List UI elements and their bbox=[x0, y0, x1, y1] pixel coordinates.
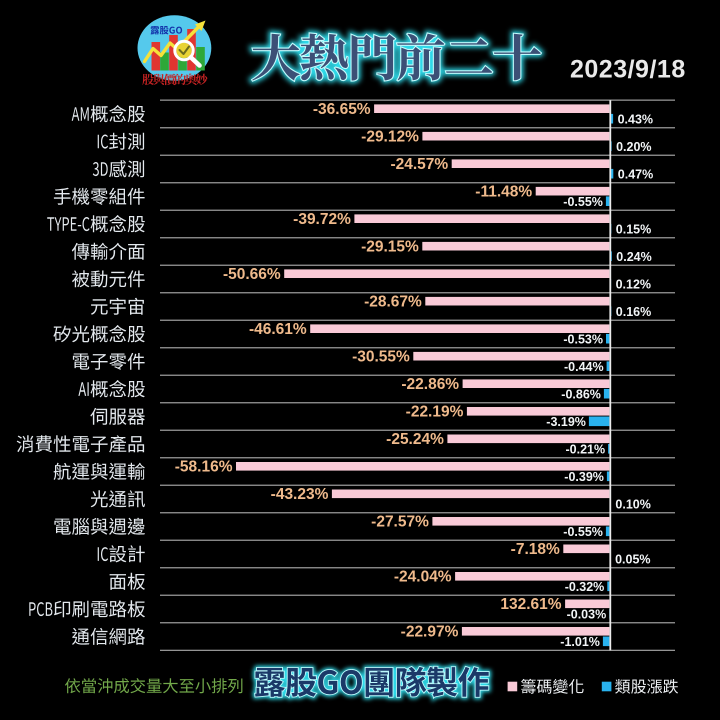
svg-text:-1.01%: -1.01% bbox=[560, 635, 600, 649]
svg-text:-50.66%: -50.66% bbox=[223, 266, 281, 283]
svg-text:-3.19%: -3.19% bbox=[546, 415, 586, 429]
svg-text:132.61%: 132.61% bbox=[500, 596, 561, 613]
svg-text:0.10%: 0.10% bbox=[615, 497, 650, 511]
svg-text:0.16%: 0.16% bbox=[616, 305, 651, 319]
svg-text:2023/9/18: 2023/9/18 bbox=[570, 56, 686, 84]
svg-text:-22.86%: -22.86% bbox=[401, 376, 459, 393]
svg-text:-29.12%: -29.12% bbox=[361, 128, 419, 145]
svg-text:-46.61%: -46.61% bbox=[249, 321, 307, 338]
svg-text:-28.67%: -28.67% bbox=[364, 293, 422, 310]
svg-text:-0.86%: -0.86% bbox=[561, 387, 601, 401]
svg-text:-27.57%: -27.57% bbox=[371, 513, 429, 530]
svg-text:0.47%: 0.47% bbox=[618, 167, 653, 181]
svg-text:-24.04%: -24.04% bbox=[394, 568, 452, 585]
svg-text:-0.55%: -0.55% bbox=[563, 525, 603, 539]
svg-text:-0.21%: -0.21% bbox=[565, 442, 605, 456]
svg-text:-36.65%: -36.65% bbox=[313, 101, 371, 118]
svg-text:-7.18%: -7.18% bbox=[511, 541, 560, 558]
svg-text:0.24%: 0.24% bbox=[616, 250, 651, 264]
svg-text:-0.53%: -0.53% bbox=[563, 332, 603, 346]
svg-text:-11.48%: -11.48% bbox=[475, 183, 532, 200]
svg-text:0.43%: 0.43% bbox=[618, 112, 653, 126]
svg-text:-58.16%: -58.16% bbox=[175, 458, 233, 475]
svg-text:-22.97%: -22.97% bbox=[401, 623, 459, 640]
svg-text:-0.32%: -0.32% bbox=[565, 580, 605, 594]
svg-text:0.15%: 0.15% bbox=[616, 222, 651, 236]
svg-text:-24.57%: -24.57% bbox=[390, 156, 448, 173]
svg-text:0.12%: 0.12% bbox=[616, 277, 651, 291]
svg-text:-0.44%: -0.44% bbox=[564, 360, 604, 374]
svg-text:-0.03%: -0.03% bbox=[567, 607, 607, 621]
svg-text:-30.55%: -30.55% bbox=[352, 348, 410, 365]
svg-text:-0.55%: -0.55% bbox=[563, 195, 603, 209]
svg-text:0.20%: 0.20% bbox=[616, 140, 651, 154]
svg-text:-43.23%: -43.23% bbox=[271, 486, 329, 503]
svg-text:-22.19%: -22.19% bbox=[406, 403, 464, 420]
svg-text:-29.15%: -29.15% bbox=[361, 238, 419, 255]
svg-text:-39.72%: -39.72% bbox=[293, 211, 351, 228]
svg-text:-0.39%: -0.39% bbox=[564, 470, 604, 484]
svg-text:-25.24%: -25.24% bbox=[386, 431, 444, 448]
svg-text:0.05%: 0.05% bbox=[615, 552, 650, 566]
